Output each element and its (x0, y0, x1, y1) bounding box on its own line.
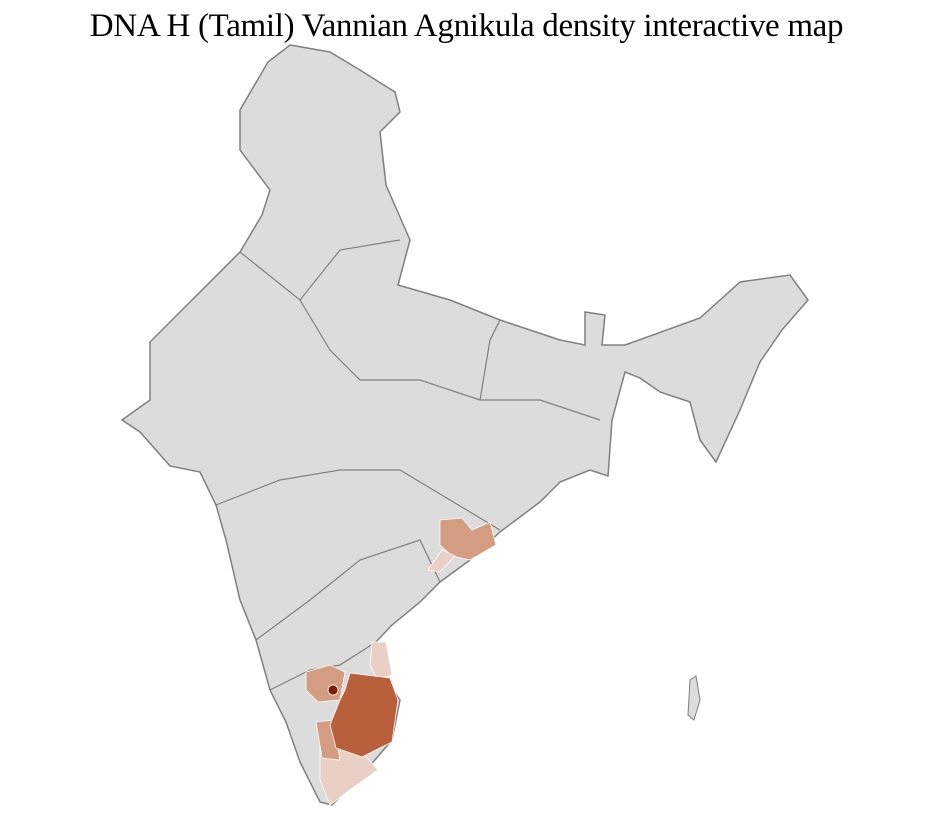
state-border (255, 539, 441, 641)
state-border (479, 319, 501, 401)
state-border (299, 239, 401, 301)
region-odisha-south[interactable] (439, 517, 497, 561)
region-odisha-coast[interactable] (427, 549, 456, 573)
india-outline[interactable] (120, 44, 809, 806)
state-border (239, 251, 601, 421)
mainland-region[interactable] (120, 44, 809, 806)
region-krishnagiri[interactable] (327, 684, 339, 696)
map-title: DNA H (Tamil) Vannian Agnikula density i… (89, 8, 844, 44)
region-tamil-north[interactable] (329, 672, 399, 758)
state-border (215, 469, 501, 531)
andaman-islands[interactable] (687, 675, 701, 721)
